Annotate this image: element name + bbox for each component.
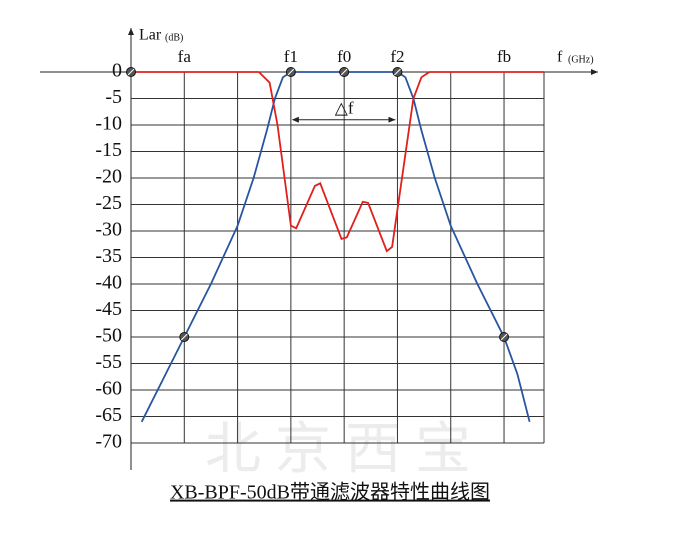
marker-hatch <box>127 68 135 76</box>
freq-label: fa <box>178 47 192 66</box>
x-axis-unit: (GHz) <box>568 54 594 65</box>
y-axis-unit: (dB) <box>165 32 183 43</box>
y-tick-label: -5 <box>105 86 122 108</box>
x-axis-label: f <box>557 49 563 66</box>
y-tick-label: -40 <box>95 272 122 294</box>
freq-label: fb <box>497 47 511 66</box>
y-tick-label: -50 <box>95 325 122 347</box>
y-tick-label: -10 <box>95 113 122 135</box>
y-tick-label: -20 <box>95 166 122 188</box>
marker-hatch <box>340 68 348 76</box>
curve <box>140 71 531 423</box>
y-tick-label: -70 <box>95 431 122 453</box>
marker-hatch <box>180 333 188 341</box>
curve <box>131 71 544 253</box>
freq-label: f0 <box>337 47 351 66</box>
y-tick-label: 0 <box>112 60 122 82</box>
freq-label: f2 <box>390 47 404 66</box>
y-tick-label: -25 <box>95 192 122 214</box>
marker-hatch <box>394 68 401 76</box>
y-tick-label: -55 <box>95 351 122 373</box>
y-tick-label: -65 <box>95 404 122 426</box>
y-tick-label: -45 <box>95 298 122 320</box>
y-tick-label: -35 <box>95 245 122 267</box>
marker-hatch <box>287 68 295 76</box>
y-tick-label: -15 <box>95 139 122 161</box>
freq-label: f1 <box>284 47 298 66</box>
watermark: 北京西宝 <box>205 419 485 481</box>
marker-hatch <box>500 333 508 341</box>
y-tick-label: -30 <box>95 219 122 241</box>
y-axis-label: Lar <box>139 27 162 44</box>
y-tick-label: -60 <box>95 378 122 400</box>
span-label: △f <box>335 99 354 118</box>
chart-title: XB-BPF-50dB带通滤波器特性曲线图 <box>170 481 490 504</box>
